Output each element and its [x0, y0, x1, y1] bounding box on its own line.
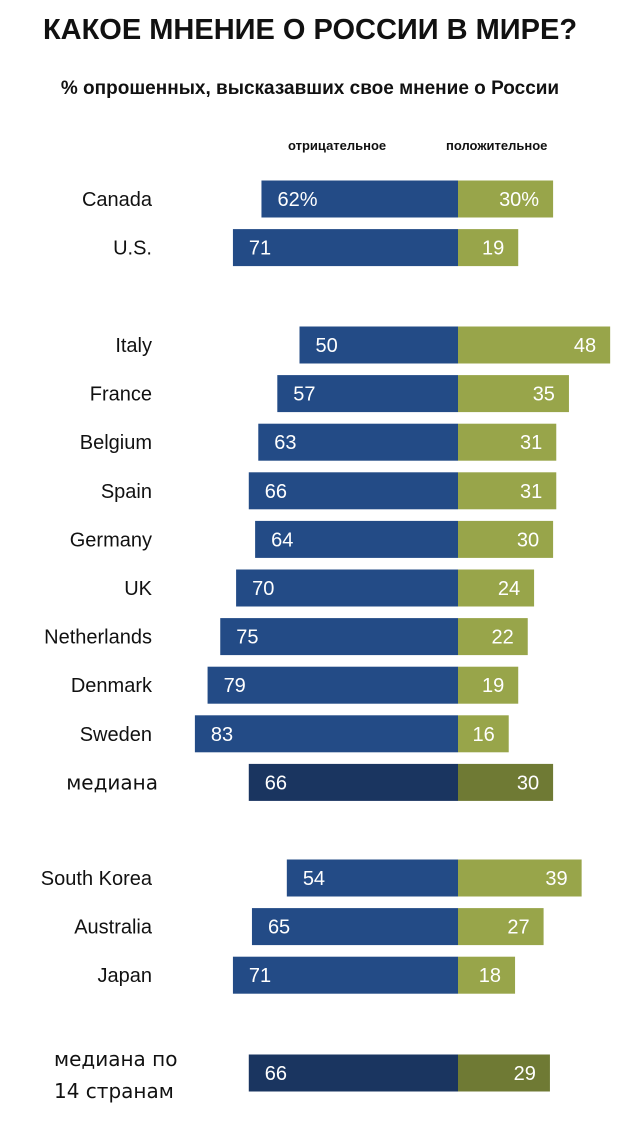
chart-title: КАКОЕ МНЕНИЕ О РОССИИ В МИРЕ? [42, 14, 578, 46]
bar-negative-australia [251, 908, 458, 946]
value-label-negative: 62% [277, 189, 317, 211]
category-label: Belgium [80, 432, 152, 454]
category-label: Japan [98, 965, 153, 987]
value-label-negative: 83 [211, 724, 233, 746]
value-label-negative: 50 [316, 335, 338, 357]
bar-negative-belgium [258, 423, 458, 461]
category-label: South Korea [41, 868, 153, 890]
value-label-negative: 66 [265, 772, 287, 794]
value-label-negative: 66 [265, 481, 287, 503]
value-label-positive: 30 [517, 529, 539, 551]
value-label-negative: 71 [249, 238, 271, 260]
value-label-negative: 66 [265, 1063, 287, 1085]
category-label: U.S. [113, 238, 152, 260]
bar-positive-denmark [458, 666, 519, 704]
chart-subtitle: % опрошенных, высказавших свое мнение о … [60, 78, 560, 99]
value-label-positive: 19 [482, 238, 504, 260]
category-label: Spain [101, 481, 152, 503]
value-label-negative: 79 [224, 675, 246, 697]
bar-negative-italy [299, 326, 458, 364]
bar-negative-u-s- [232, 229, 458, 267]
value-label-positive: 22 [491, 627, 513, 649]
bar-positive-netherlands [458, 618, 528, 656]
value-label-negative: 65 [268, 917, 290, 939]
value-label-negative: 57 [293, 384, 315, 406]
value-label-negative: 54 [303, 868, 325, 890]
bar-negative-japan [232, 956, 458, 994]
bar-positive-медиана [458, 763, 554, 801]
category-label: Germany [70, 529, 152, 551]
bar-negative-sweden [194, 715, 458, 753]
bar-negative-медиана [248, 763, 458, 801]
bar-positive-germany [458, 520, 554, 558]
category-label: UK [124, 578, 152, 600]
value-label-positive: 27 [507, 917, 529, 939]
category-label: Denmark [71, 675, 153, 697]
category-label: 14 странам [54, 1079, 174, 1103]
bar-negative-spain [248, 472, 458, 510]
value-label-positive: 31 [520, 481, 542, 503]
category-label: Italy [115, 335, 152, 357]
category-label: France [90, 384, 152, 406]
value-label-positive: 18 [479, 965, 501, 987]
bar-positive-south-korea [458, 859, 582, 897]
bar-positive-canada [458, 180, 554, 218]
category-label: Canada [82, 189, 153, 211]
bar-positive-u-s- [458, 229, 519, 267]
value-label-negative: 75 [236, 627, 258, 649]
category-label: Netherlands [44, 627, 152, 649]
bar-positive-spain [458, 472, 557, 510]
value-label-positive: 16 [472, 724, 494, 746]
value-label-negative: 70 [252, 578, 274, 600]
value-label-positive: 30% [499, 189, 539, 211]
bar-negative-медиана-по-14-странам [248, 1054, 458, 1092]
bar-negative-france [277, 375, 458, 413]
legend-positive-label: положительное [446, 138, 548, 153]
value-label-positive: 31 [520, 432, 542, 454]
category-label: Australia [74, 917, 153, 939]
bar-positive-медиана-по-14-странам [458, 1054, 550, 1092]
bar-positive-france [458, 375, 569, 413]
bar-positive-australia [458, 908, 544, 946]
bar-positive-italy [458, 326, 611, 364]
category-label: Sweden [80, 724, 152, 746]
value-label-positive: 35 [533, 384, 555, 406]
category-label: медиана по [54, 1047, 177, 1071]
bar-positive-sweden [458, 715, 509, 753]
bar-negative-netherlands [220, 618, 458, 656]
value-label-positive: 30 [517, 772, 539, 794]
value-label-positive: 24 [498, 578, 520, 600]
value-label-negative: 63 [274, 432, 296, 454]
bar-negative-uk [236, 569, 458, 607]
bar-negative-denmark [207, 666, 458, 704]
category-label: медиана [66, 770, 158, 794]
bar-positive-uk [458, 569, 535, 607]
value-label-positive: 29 [514, 1063, 536, 1085]
bar-positive-belgium [458, 423, 557, 461]
value-label-negative: 64 [271, 529, 293, 551]
value-label-positive: 48 [574, 335, 596, 357]
value-label-positive: 19 [482, 675, 504, 697]
value-label-positive: 39 [545, 868, 567, 890]
bar-negative-canada [261, 180, 458, 218]
value-label-negative: 71 [249, 965, 271, 987]
bar-positive-japan [458, 956, 516, 994]
bar-negative-south-korea [286, 859, 458, 897]
bar-negative-germany [255, 520, 458, 558]
legend-negative-label: отрицательное [288, 138, 387, 153]
